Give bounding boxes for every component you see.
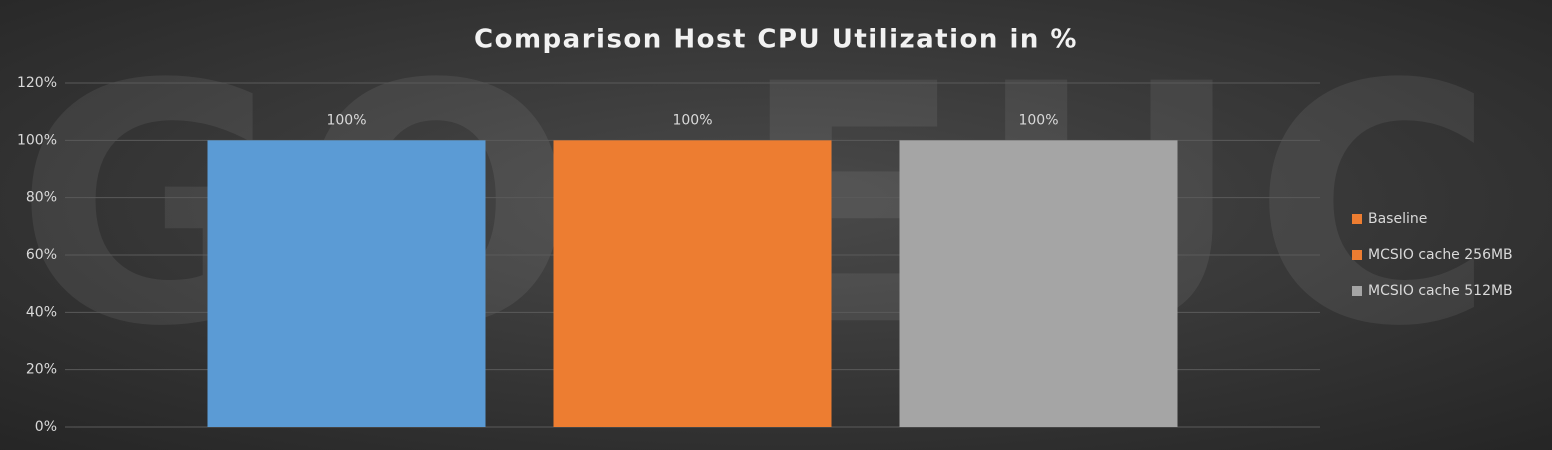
value-label: 100% <box>326 112 366 128</box>
legend-label: Baseline <box>1368 211 1427 227</box>
legend-marker <box>1352 250 1362 260</box>
chart-title: Comparison Host CPU Utilization in % <box>474 25 1078 55</box>
y-tick-label: 120% <box>17 75 57 91</box>
legend-marker <box>1352 286 1362 296</box>
y-tick-label: 0% <box>35 419 57 435</box>
value-label: 100% <box>672 112 712 128</box>
legend-marker <box>1352 214 1362 224</box>
value-label: 100% <box>1018 112 1058 128</box>
bar <box>899 140 1178 428</box>
legend-label: MCSIO cache 512MB <box>1368 283 1513 299</box>
y-tick-label: 80% <box>26 190 57 206</box>
y-tick-label: 60% <box>26 247 57 263</box>
y-tick-label: 40% <box>26 304 57 320</box>
bar <box>207 140 486 428</box>
legend-label: MCSIO cache 256MB <box>1368 247 1513 263</box>
y-tick-label: 20% <box>26 362 57 378</box>
bar <box>553 140 832 428</box>
y-tick-label: 100% <box>17 132 57 148</box>
